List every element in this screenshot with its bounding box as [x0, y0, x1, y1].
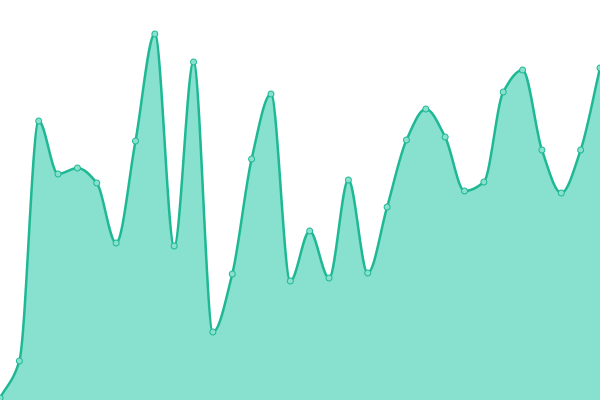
area-fill	[0, 34, 600, 400]
point	[190, 58, 198, 66]
point	[93, 179, 101, 187]
point	[54, 170, 62, 178]
point	[170, 242, 178, 250]
point	[248, 155, 256, 163]
point	[480, 178, 488, 186]
point	[557, 189, 565, 197]
point	[209, 328, 217, 336]
point	[519, 66, 527, 74]
point	[596, 64, 600, 72]
point	[383, 203, 391, 211]
point	[286, 277, 294, 285]
point	[112, 239, 120, 247]
point	[441, 133, 449, 141]
point	[306, 227, 314, 235]
point	[422, 105, 430, 113]
point	[364, 269, 372, 277]
point	[344, 176, 352, 184]
point	[35, 117, 43, 125]
point	[0, 394, 4, 400]
point	[402, 136, 410, 144]
point	[131, 137, 139, 145]
point	[267, 90, 275, 98]
point	[538, 146, 546, 154]
point	[73, 164, 81, 172]
point	[151, 30, 159, 38]
area-line	[0, 32, 600, 399]
point	[577, 146, 585, 154]
point	[461, 187, 469, 195]
point	[15, 357, 23, 365]
point	[499, 88, 507, 96]
point	[325, 274, 333, 282]
point	[228, 270, 236, 278]
